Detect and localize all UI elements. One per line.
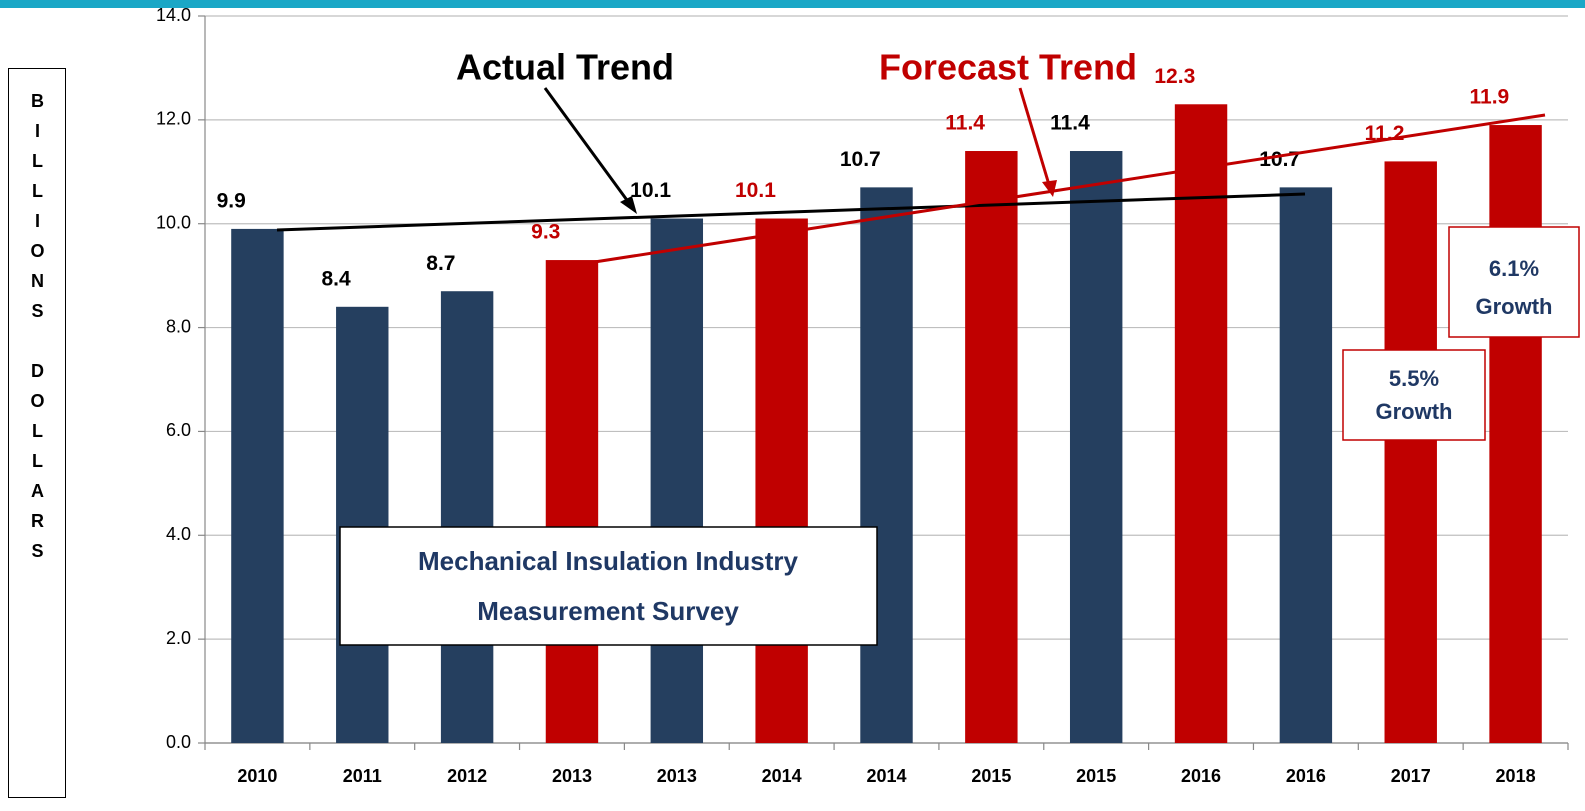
bar bbox=[965, 151, 1018, 743]
value-label: 9.3 bbox=[531, 221, 560, 244]
x-tick-label: 2015 bbox=[1076, 766, 1116, 786]
y-tick-label: 12.0 bbox=[156, 109, 191, 129]
growth-box bbox=[1448, 226, 1580, 338]
y-axis-label: BILLIONS DOLLARS bbox=[27, 91, 48, 571]
actual-arrowhead bbox=[620, 196, 637, 214]
bar bbox=[1069, 151, 1123, 743]
x-tick-label: 2011 bbox=[343, 766, 382, 786]
bar bbox=[1279, 187, 1333, 744]
bar bbox=[545, 260, 599, 743]
bar bbox=[231, 228, 284, 743]
value-label: 10.1 bbox=[735, 179, 776, 202]
forecast-arrow bbox=[1018, 87, 1052, 189]
bar bbox=[1174, 104, 1228, 744]
bar bbox=[1384, 161, 1437, 743]
survey-box bbox=[339, 526, 878, 646]
x-tick-label: 2014 bbox=[866, 766, 906, 786]
survey-line: Mechanical Insulation Industry bbox=[418, 546, 798, 576]
y-tick-label: 10.0 bbox=[156, 212, 191, 232]
growth-text: 6.1% bbox=[1489, 256, 1539, 281]
growth-text: Growth bbox=[1476, 294, 1553, 319]
x-tick-label: 2017 bbox=[1391, 766, 1431, 786]
y-tick-label: 8.0 bbox=[166, 316, 191, 336]
bars: 2010 9.9 2011 8.4 2012 8.7 2013 9.3 2013 10.1 2014… bbox=[217, 65, 1542, 786]
value-label: 10.1 bbox=[630, 179, 671, 202]
growth-text: 5.5% bbox=[1389, 366, 1439, 391]
y-tick-label: 6.0 bbox=[166, 420, 191, 440]
y-axis-label-box: BILLIONS DOLLARS bbox=[8, 68, 66, 798]
forecast-trend-label: Forecast Trend bbox=[879, 47, 1137, 88]
y-tick-label: 2.0 bbox=[166, 628, 191, 648]
x-tick-label: 2013 bbox=[657, 766, 697, 786]
actual-trend-label: Actual Trend bbox=[456, 47, 674, 88]
x-tick-label: 2013 bbox=[552, 766, 592, 786]
y-tick-label: 0.0 bbox=[166, 732, 191, 752]
growth-text: Growth bbox=[1376, 399, 1453, 424]
x-tick-label: 2012 bbox=[447, 766, 487, 786]
value-label: 10.7 bbox=[840, 148, 881, 171]
y-tick-label: 14.0 bbox=[156, 5, 191, 25]
value-label: 8.4 bbox=[321, 267, 351, 290]
bar bbox=[336, 306, 389, 743]
bar bbox=[650, 218, 704, 743]
x-tick-label: 2016 bbox=[1181, 766, 1221, 786]
x-tick-label: 2018 bbox=[1496, 766, 1536, 786]
value-label: 11.4 bbox=[1050, 112, 1090, 135]
value-label: 8.7 bbox=[426, 252, 455, 275]
x-tick-label: 2016 bbox=[1286, 766, 1326, 786]
value-label: 11.4 bbox=[945, 112, 985, 135]
bar bbox=[755, 218, 808, 743]
forecast-trend-line bbox=[587, 113, 1546, 265]
bar bbox=[860, 187, 913, 744]
header-band bbox=[0, 0, 1585, 8]
forecast-arrowhead bbox=[1042, 180, 1057, 197]
x-tick-label: 2015 bbox=[971, 766, 1011, 786]
bar bbox=[440, 291, 494, 743]
x-tick-label: 2010 bbox=[237, 766, 277, 786]
actual-arrow bbox=[543, 87, 634, 208]
overlays: Actual Trend Forecast Trend Mechanical I… bbox=[276, 47, 1580, 646]
value-label: 11.9 bbox=[1470, 86, 1510, 109]
growth-box bbox=[1342, 349, 1486, 441]
value-label: 12.3 bbox=[1154, 65, 1195, 88]
y-tick-label: 4.0 bbox=[166, 524, 191, 544]
bar bbox=[1489, 125, 1542, 744]
value-label: 9.9 bbox=[217, 189, 246, 212]
x-tick-label: 2014 bbox=[762, 766, 802, 786]
actual-trend-line bbox=[276, 192, 1306, 232]
survey-line: Measurement Survey bbox=[477, 596, 739, 626]
